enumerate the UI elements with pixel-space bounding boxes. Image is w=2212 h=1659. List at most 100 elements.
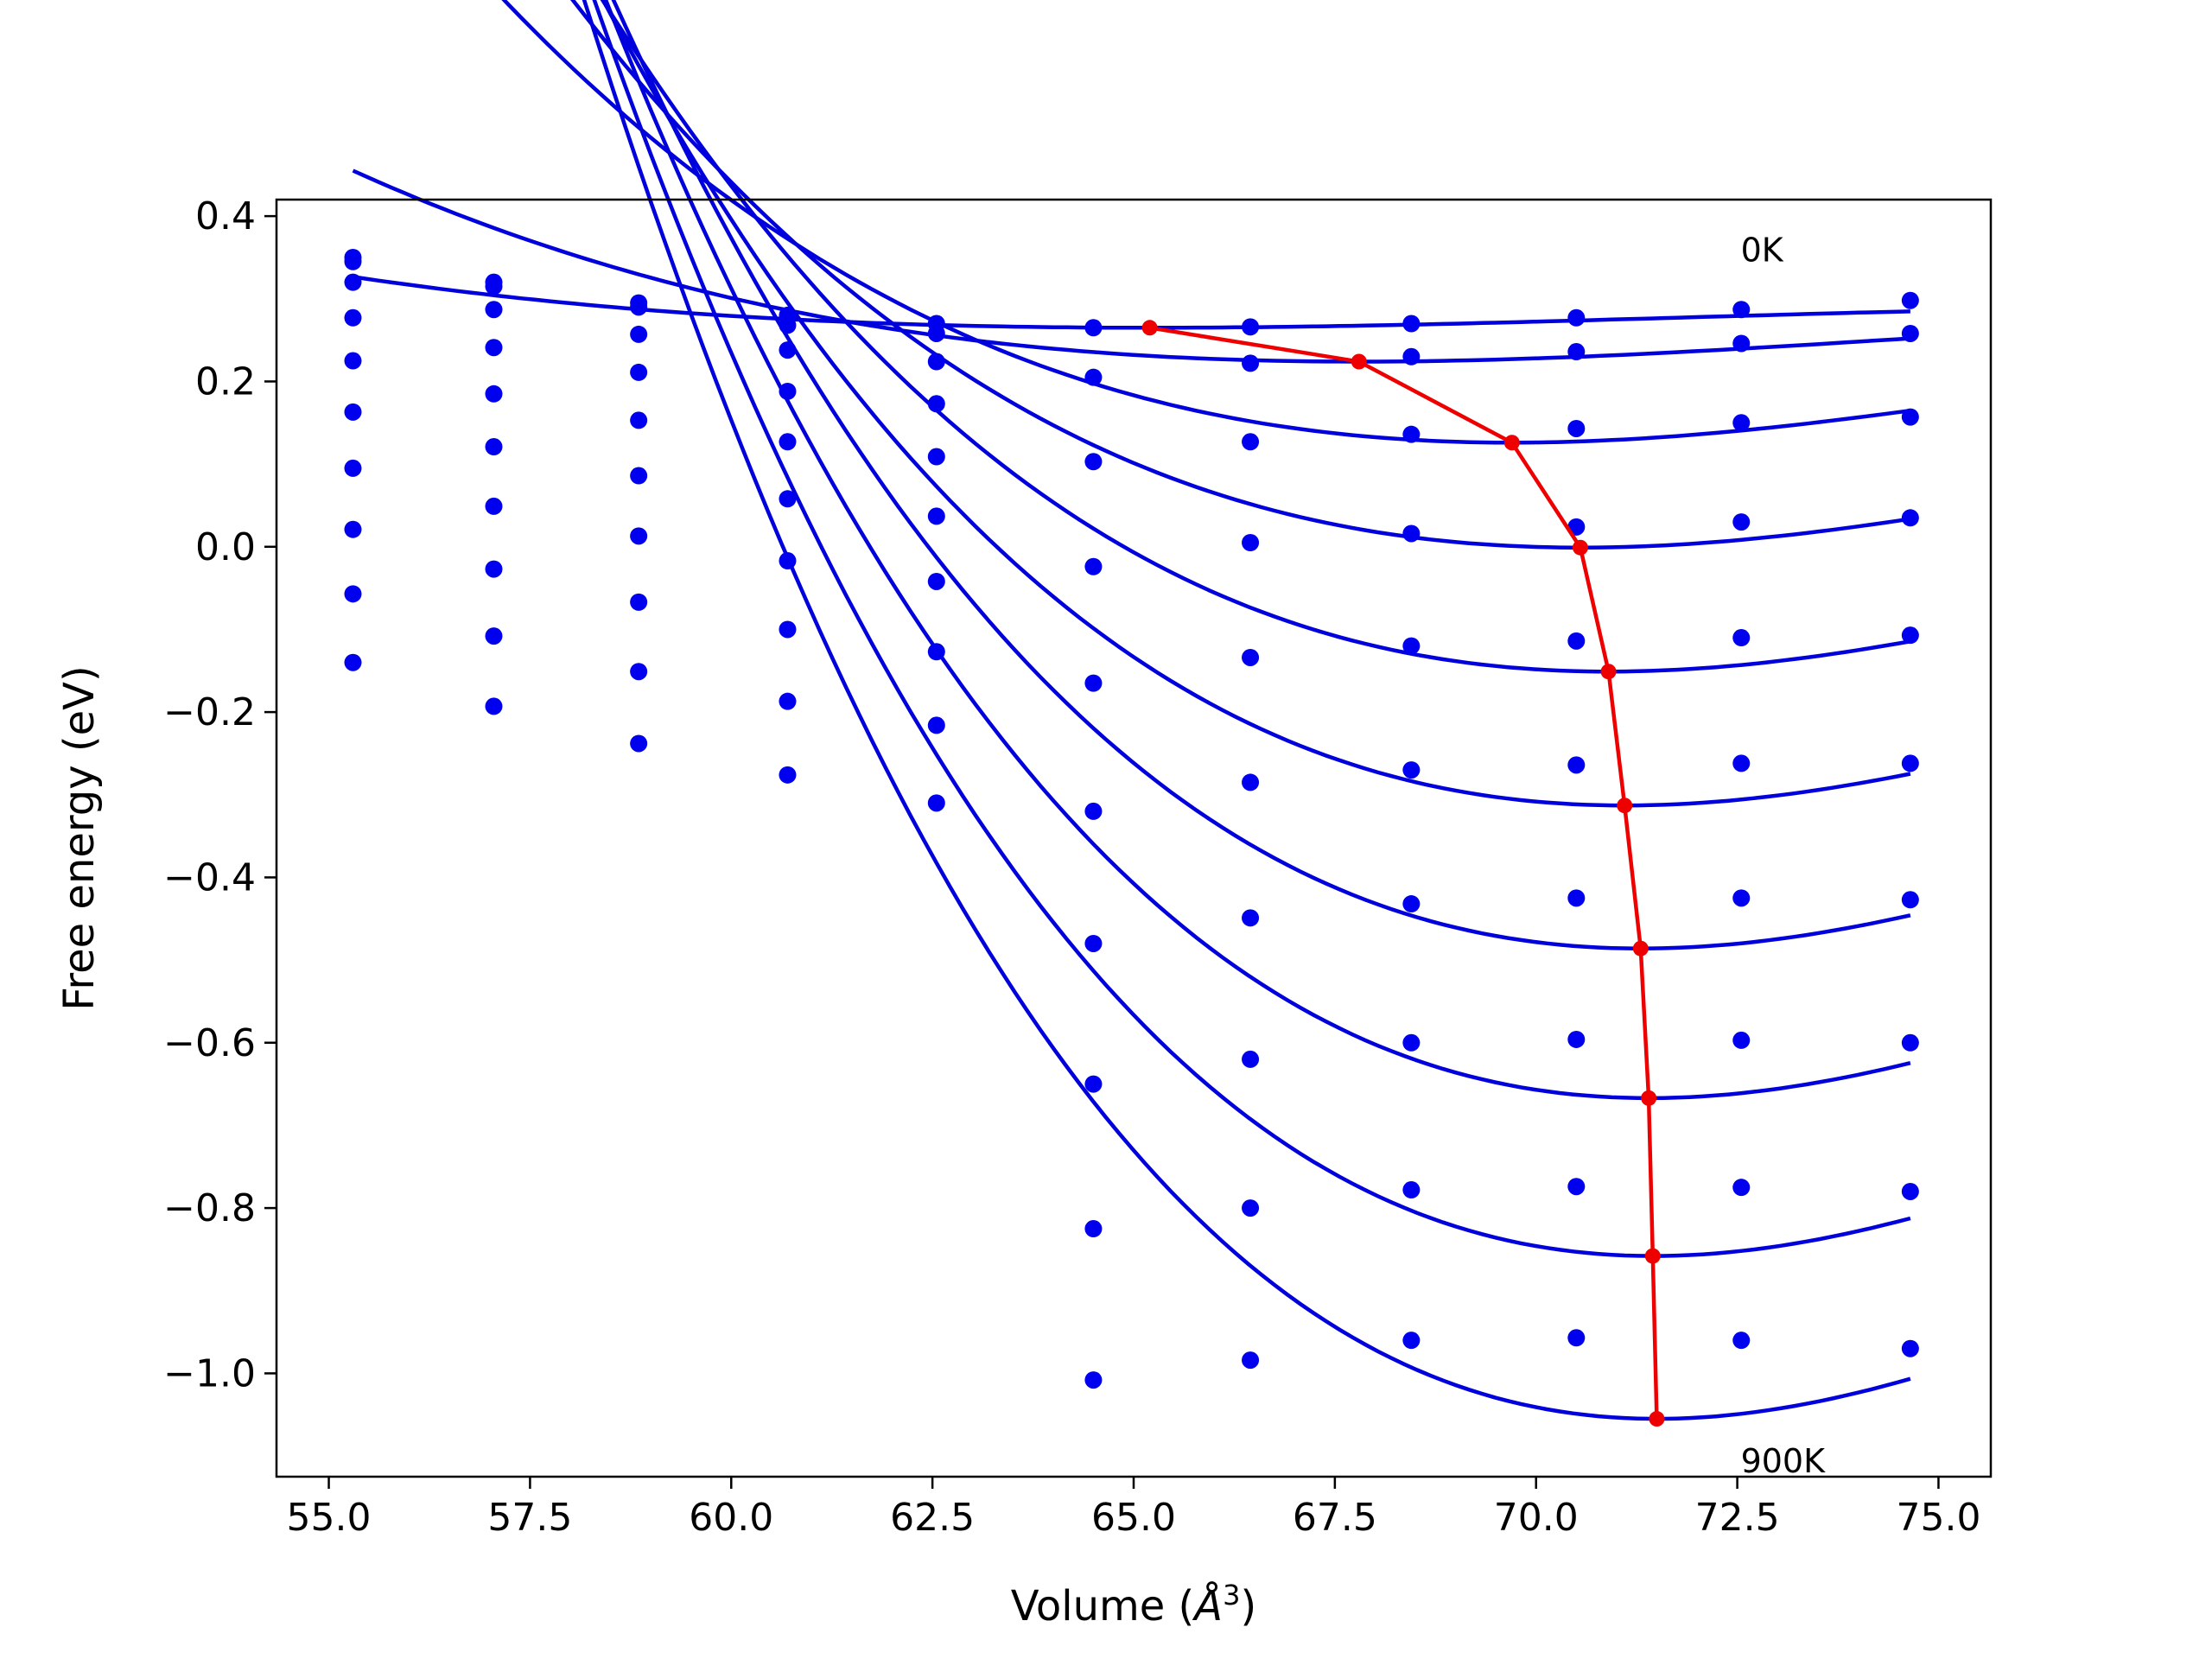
data-point bbox=[485, 627, 503, 645]
data-point bbox=[1732, 1332, 1751, 1350]
data-point bbox=[485, 339, 503, 357]
data-point bbox=[1732, 889, 1751, 907]
data-point bbox=[1567, 632, 1586, 650]
minimum-point bbox=[1641, 1090, 1657, 1106]
data-point bbox=[1402, 1181, 1421, 1199]
minimum-path-line bbox=[1149, 326, 1659, 1420]
data-point bbox=[1567, 308, 1586, 327]
data-point bbox=[1402, 1332, 1421, 1350]
data-point bbox=[1242, 433, 1260, 451]
data-point bbox=[485, 301, 503, 319]
data-point bbox=[344, 520, 362, 538]
data-point bbox=[1732, 1179, 1751, 1197]
data-point bbox=[630, 663, 648, 681]
data-point bbox=[344, 459, 362, 477]
data-point bbox=[1242, 909, 1260, 927]
data-point bbox=[927, 448, 945, 466]
data-point bbox=[1901, 1182, 1919, 1200]
minimum-point bbox=[1572, 539, 1588, 556]
data-point bbox=[779, 382, 797, 400]
data-point bbox=[779, 433, 797, 451]
data-point bbox=[1901, 324, 1919, 342]
data-point bbox=[1084, 1371, 1103, 1389]
x-axis-label-unit: Å bbox=[1192, 1581, 1223, 1630]
data-point bbox=[344, 352, 362, 370]
y-tick-label: −0.8 bbox=[163, 1186, 256, 1230]
data-point bbox=[1732, 754, 1751, 772]
x-tick-label: 57.5 bbox=[487, 1496, 572, 1540]
data-point bbox=[779, 692, 797, 710]
data-point bbox=[927, 395, 945, 413]
data-point bbox=[485, 277, 503, 296]
x-axis-label: Volume (Å3) bbox=[1011, 1579, 1256, 1630]
data-point bbox=[1402, 637, 1421, 655]
x-tick-label: 75.0 bbox=[1896, 1496, 1980, 1540]
data-point bbox=[779, 552, 797, 570]
data-point bbox=[1242, 1050, 1260, 1068]
data-point bbox=[1567, 889, 1586, 907]
data-point bbox=[1732, 513, 1751, 531]
data-point bbox=[927, 794, 945, 812]
data-point bbox=[485, 497, 503, 515]
fit-curve-1 bbox=[352, 168, 1911, 364]
y-tick-label: 0.2 bbox=[195, 359, 256, 404]
data-point bbox=[1901, 891, 1919, 909]
data-point bbox=[927, 507, 945, 525]
annotation-label: 900K bbox=[1741, 1442, 1827, 1480]
data-point bbox=[344, 252, 362, 270]
data-point bbox=[927, 353, 945, 371]
data-point bbox=[1901, 1339, 1919, 1357]
data-point bbox=[630, 411, 648, 429]
x-tick-label: 65.0 bbox=[1091, 1496, 1176, 1540]
fit-curve-2 bbox=[501, 0, 1911, 445]
data-point bbox=[630, 325, 648, 343]
data-point bbox=[1084, 453, 1103, 471]
data-point bbox=[1084, 674, 1103, 692]
data-point bbox=[1402, 1033, 1421, 1052]
data-point bbox=[1402, 895, 1421, 913]
plot-area bbox=[344, 0, 1919, 1427]
x-axis-label-suffix: ) bbox=[1240, 1582, 1256, 1630]
data-point bbox=[1402, 347, 1421, 365]
y-tick-label: 0.0 bbox=[195, 525, 256, 569]
data-point bbox=[1242, 354, 1260, 372]
data-point bbox=[630, 298, 648, 316]
x-tick-label: 62.5 bbox=[890, 1496, 975, 1540]
x-axis-label-exponent: 3 bbox=[1223, 1579, 1240, 1611]
x-tick-label: 60.0 bbox=[689, 1496, 773, 1540]
minimum-point bbox=[1600, 664, 1617, 680]
data-point bbox=[1901, 291, 1919, 309]
data-point bbox=[630, 363, 648, 381]
fit-curve-0 bbox=[353, 275, 1910, 330]
data-point bbox=[485, 560, 503, 578]
x-tick-label: 55.0 bbox=[287, 1496, 372, 1540]
data-point bbox=[1567, 343, 1586, 361]
x-tick-label: 67.5 bbox=[1293, 1496, 1377, 1540]
minimum-point bbox=[1141, 320, 1158, 336]
y-tick-label: −0.4 bbox=[163, 855, 256, 899]
annotations: 0K 900K bbox=[1741, 231, 1827, 1479]
data-point bbox=[1084, 1220, 1103, 1238]
data-point bbox=[1732, 414, 1751, 432]
data-point bbox=[485, 438, 503, 456]
x-tick-label: 70.0 bbox=[1494, 1496, 1579, 1540]
data-point bbox=[1084, 557, 1103, 575]
data-point bbox=[1402, 425, 1421, 443]
data-point bbox=[344, 273, 362, 291]
minimum-point bbox=[1649, 1411, 1665, 1427]
data-point bbox=[1901, 408, 1919, 426]
data-point bbox=[1242, 773, 1260, 791]
data-point bbox=[1732, 301, 1751, 319]
data-point bbox=[927, 643, 945, 661]
y-axis: 0.4 0.2 0.0 −0.2 −0.4 −0.6 −0.8 −1.0 bbox=[163, 194, 276, 1395]
data-point bbox=[344, 308, 362, 327]
data-point bbox=[1901, 509, 1919, 527]
data-point bbox=[1242, 1351, 1260, 1370]
data-point bbox=[1084, 934, 1103, 952]
data-point bbox=[1084, 802, 1103, 820]
data-point bbox=[1567, 419, 1586, 437]
data-point bbox=[485, 697, 503, 715]
minimum-point bbox=[1632, 940, 1649, 957]
